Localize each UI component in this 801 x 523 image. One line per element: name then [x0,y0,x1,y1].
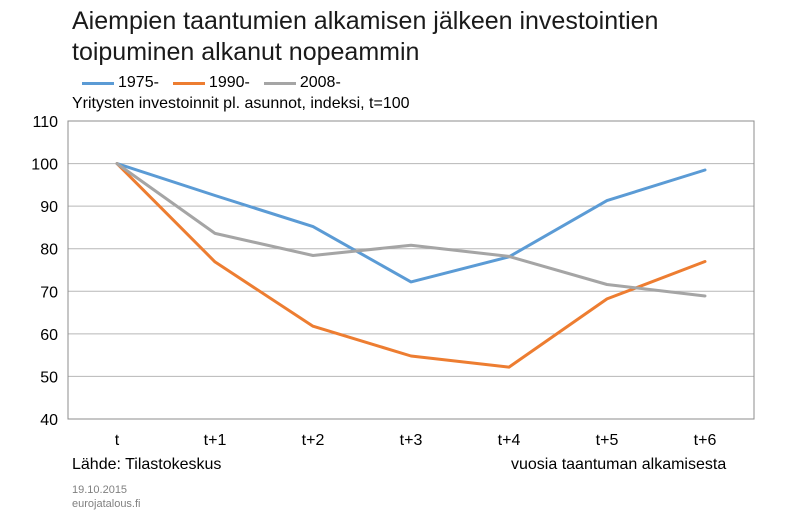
x-tick-label: t+4 [498,432,521,449]
y-tick-label: 110 [32,114,58,131]
chart-title: Aiempien taantumien alkamisen jälkeen in… [72,7,659,66]
legend-label-1990: 1990- [208,74,250,91]
legend-item-1975: 1975- [82,74,159,92]
legend-swatch-2008 [263,81,296,85]
x-tick-label: t [115,432,120,449]
chart-legend: 1975- 1990- 2008- [82,73,355,93]
plot-frame [67,120,755,420]
series-line-1975 [115,162,707,284]
legend-item-1990: 1990- [172,74,250,92]
x-axis-label: vuosia taantuman alkamisesta [511,456,727,473]
x-tick-label: t+1 [204,432,227,449]
x-tick-label: t+2 [302,432,325,449]
legend-swatch-1990 [172,81,205,85]
y-tick-label: 40 [40,412,58,429]
series-line-2008 [115,162,707,298]
x-tick-label: t+3 [400,432,423,449]
x-tick-label: t+5 [596,432,619,449]
chart-subtitle: Yritysten investoinnit pl. asunnot, inde… [72,95,410,112]
legend-label-1975: 1975- [118,74,159,91]
y-tick-label: 100 [31,157,58,174]
legend-label-2008: 2008- [299,74,341,91]
source-note: Lähde: Tilastokeskus [72,456,222,473]
y-tick-label: 50 [40,369,58,386]
y-tick-label: 80 [40,242,58,259]
legend-swatch-1975 [82,81,114,85]
footer-date: 19.10.2015 [72,484,128,496]
footer-site: eurojatalous.fi [72,498,141,510]
y-tick-label: 60 [40,327,58,344]
y-tick-label: 90 [40,199,58,216]
y-tick-label: 70 [40,284,58,301]
legend-item-2008: 2008- [263,74,341,92]
series-line-1990 [115,162,707,369]
x-tick-label: t+6 [694,432,717,449]
